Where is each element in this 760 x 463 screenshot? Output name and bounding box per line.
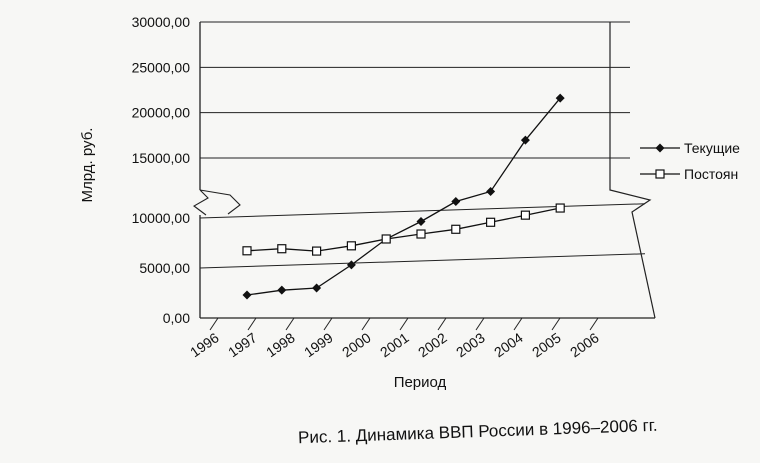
x-tick-mark [437, 317, 447, 331]
data-point [346, 260, 356, 270]
axes-group [193, 21, 656, 331]
legend-label: Текущие [684, 140, 740, 156]
x-tick-mark [513, 317, 523, 331]
x-tick-mark [589, 317, 599, 331]
y-axis-title: Млрд. руб. [79, 128, 96, 203]
x-tick-mark [209, 317, 219, 331]
x-tick-mark [323, 317, 333, 331]
legend: Текущие Постоян [640, 140, 740, 182]
figure-caption: Рис. 1. Динамика ВВП России в 1996–2006 … [298, 416, 658, 448]
data-point [312, 283, 322, 293]
x-tick-label: 2004 [491, 329, 526, 360]
y-tick-label: 20000,00 [132, 105, 191, 121]
x-tick-mark [399, 317, 409, 331]
plot-right-edge [609, 22, 656, 319]
data-point [520, 135, 530, 145]
x-tick-label: 1996 [187, 329, 222, 360]
data-point [520, 210, 531, 220]
y-tick-label: 10000,00 [132, 210, 191, 226]
x-tick-label: 2006 [567, 329, 602, 360]
data-point [416, 216, 426, 226]
x-tick-mark [247, 317, 257, 331]
x-tick-label: 2002 [415, 329, 450, 360]
axis-break-mark [193, 189, 241, 216]
y-tick-label: 5000,00 [139, 260, 190, 276]
x-tick-mark [475, 317, 485, 331]
data-point [451, 224, 461, 234]
legend-marker [655, 169, 665, 179]
data-point [277, 285, 287, 295]
y-tick-label: 0,00 [163, 310, 190, 326]
gridline [199, 203, 646, 219]
x-tick-label: 2003 [453, 329, 488, 360]
legend-label: Постоян [684, 166, 738, 182]
series-group [242, 93, 565, 300]
data-point [242, 290, 252, 300]
x-tick-label: 2005 [529, 329, 564, 360]
x-tick-mark [551, 317, 561, 331]
data-point [555, 203, 565, 213]
data-point [451, 197, 461, 207]
data-point [242, 246, 252, 256]
x-tick-label: 2001 [377, 329, 412, 360]
tick-labels-group: 0,00 5000,00 10000,00 15000,00 20000,00 25000… [132, 14, 602, 360]
y-tick-label: 25000,00 [132, 59, 191, 75]
series-line [246, 97, 561, 296]
data-point [312, 246, 322, 256]
x-tick-mark [361, 317, 371, 331]
data-point [416, 229, 426, 239]
x-tick-label: 2000 [339, 329, 374, 360]
x-tick-label: 1998 [263, 329, 298, 360]
data-point [346, 241, 356, 251]
x-tick-label: 1997 [225, 329, 260, 360]
data-point [381, 234, 391, 244]
data-point [555, 93, 565, 103]
y-tick-label: 30000,00 [132, 14, 191, 30]
x-axis-title: Период [394, 374, 447, 391]
x-tick-mark [285, 317, 295, 331]
gridline [199, 253, 646, 269]
x-tick-label: 1999 [301, 329, 336, 360]
data-point [277, 244, 287, 254]
legend-marker [655, 143, 665, 153]
series-line [246, 207, 561, 252]
data-point [486, 217, 496, 227]
y-tick-label: 15000,00 [132, 150, 191, 166]
data-point [486, 187, 496, 197]
